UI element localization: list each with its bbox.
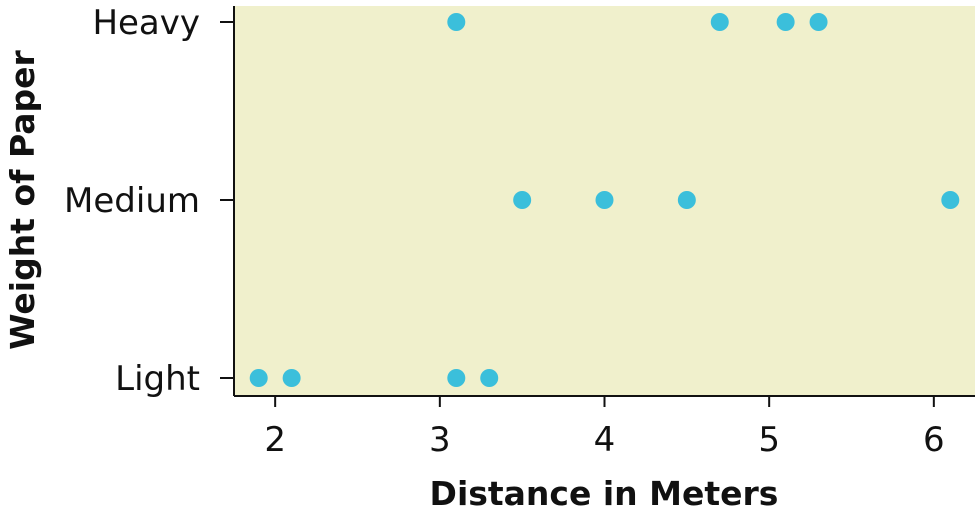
y-tick-label: Heavy (92, 3, 200, 43)
x-axis: 2 3 4 5 6 (234, 395, 975, 460)
data-point (513, 191, 532, 209)
x-tick-label: 2 (264, 420, 286, 460)
x-tick-label: 6 (923, 420, 945, 460)
data-point (677, 191, 696, 209)
data-points (249, 13, 960, 387)
data-point (282, 369, 301, 387)
data-point (480, 369, 499, 387)
y-axis-title: Weight of Paper (3, 49, 42, 349)
y-axis: Light Medium Heavy (64, 3, 235, 399)
x-tick-label: 5 (758, 420, 780, 460)
x-tick-label: 3 (429, 420, 451, 460)
data-point (447, 369, 466, 387)
data-point (809, 13, 828, 31)
y-tick-label: Medium (64, 181, 200, 221)
x-axis-title: Distance in Meters (430, 474, 779, 513)
data-point (776, 13, 795, 31)
data-point (710, 13, 729, 31)
data-point (941, 191, 960, 209)
y-tick-label: Light (115, 359, 200, 399)
data-point (595, 191, 614, 209)
x-tick-label: 4 (594, 420, 616, 460)
data-point (447, 13, 466, 31)
data-point (249, 369, 268, 387)
